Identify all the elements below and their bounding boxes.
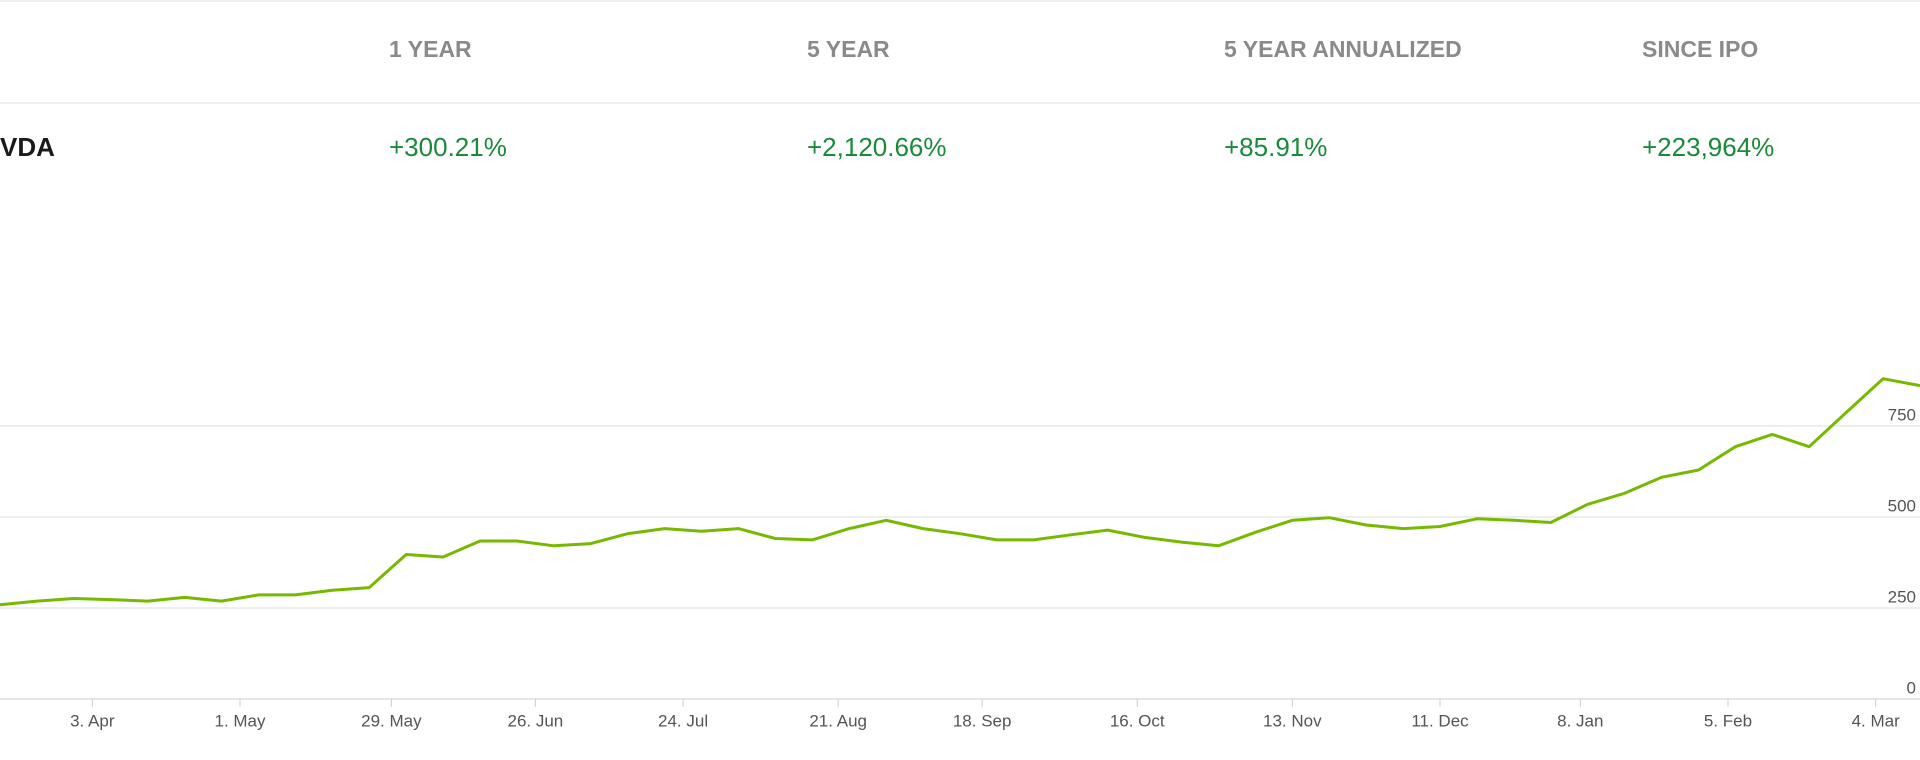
x-tick-label: 4. Mar [1852,711,1901,730]
x-tick-label: 24. Jul [658,711,708,730]
x-tick-label: 18. Sep [953,711,1012,730]
x-tick-label: 13. Nov [1263,711,1322,730]
x-tick-label: 11. Dec [1411,711,1469,730]
return-value: +223,964% [1642,132,1774,162]
column-header: 5 YEAR ANNUALIZED [1224,36,1462,62]
y-tick-label: 500 [1888,496,1916,515]
row-name: VDA [0,132,55,162]
y-tick-label: 0 [1907,678,1916,697]
x-tick-label: 1. May [214,711,266,730]
x-tick-label: 29. May [361,711,422,730]
x-tick-label: 3. Apr [70,711,115,730]
price-line [0,377,1920,607]
column-header: 5 YEAR [807,36,890,62]
y-tick-label: 750 [1888,405,1916,424]
x-tick-label: 26. Jun [508,711,564,730]
return-value: +2,120.66% [807,132,947,162]
x-tick-label: 8. Jan [1557,711,1603,730]
x-tick-label: 16. Oct [1110,711,1165,730]
column-header: 1 YEAR [389,36,472,62]
return-value: +300.21% [389,132,507,162]
x-tick-label: 5. Feb [1704,711,1752,730]
return-value: +85.91% [1224,132,1327,162]
column-header: SINCE IPO [1642,36,1758,62]
y-tick-label: 250 [1888,587,1916,606]
x-tick-label: 21. Aug [809,711,867,730]
